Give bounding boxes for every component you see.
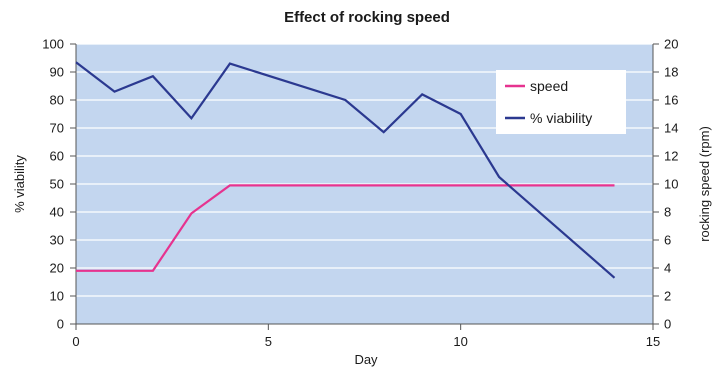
y-tick-label-70: 70 (50, 121, 64, 136)
axes: 0 10 20 30 40 50 60 70 80 90 100 0 2 4 6 8 10 12 14 16 18 20 0… (42, 37, 678, 350)
x-tick-label-10: 10 (453, 334, 467, 349)
y-tick-label-50: 50 (50, 177, 64, 192)
y2-tick-label-8: 8 (664, 205, 671, 220)
legend-label-speed: speed (530, 78, 568, 94)
y2-tick-label-6: 6 (664, 233, 671, 248)
y-tick-label-0: 0 (57, 317, 64, 332)
legend-label-viability: % viability (530, 110, 592, 126)
y-tick-label-60: 60 (50, 149, 64, 164)
y2-tick-label-2: 2 (664, 289, 671, 304)
y-tick-label-40: 40 (50, 205, 64, 220)
y2-tick-label-14: 14 (664, 121, 678, 136)
y-tick-label-20: 20 (50, 261, 64, 276)
y2-tick-label-20: 20 (664, 37, 678, 52)
y-tick-label-30: 30 (50, 233, 64, 248)
x-tick-label-5: 5 (265, 334, 272, 349)
y-tick-label-80: 80 (50, 93, 64, 108)
y-tick-label-100: 100 (42, 37, 64, 52)
x-tick-label-15: 15 (646, 334, 660, 349)
legend: speed % viability (496, 70, 626, 134)
x-axis-label: Day (354, 352, 378, 367)
y2-tick-label-0: 0 (664, 317, 671, 332)
y-tick-label-10: 10 (50, 289, 64, 304)
x-tick-label-0: 0 (72, 334, 79, 349)
y2-tick-label-12: 12 (664, 149, 678, 164)
y-axis-label-right: rocking speed (rpm) (697, 126, 712, 242)
y2-tick-label-16: 16 (664, 93, 678, 108)
chart-title: Effect of rocking speed (284, 9, 450, 26)
series-line-speed (76, 184, 615, 272)
y-axis-label-left: % viability (12, 155, 27, 213)
y-tick-label-90: 90 (50, 65, 64, 80)
y2-tick-label-18: 18 (664, 65, 678, 80)
series (75, 61, 616, 279)
legend-box (496, 70, 626, 134)
y2-tick-label-4: 4 (664, 261, 671, 276)
series-line-viability (75, 61, 616, 279)
y2-tick-label-10: 10 (664, 177, 678, 192)
